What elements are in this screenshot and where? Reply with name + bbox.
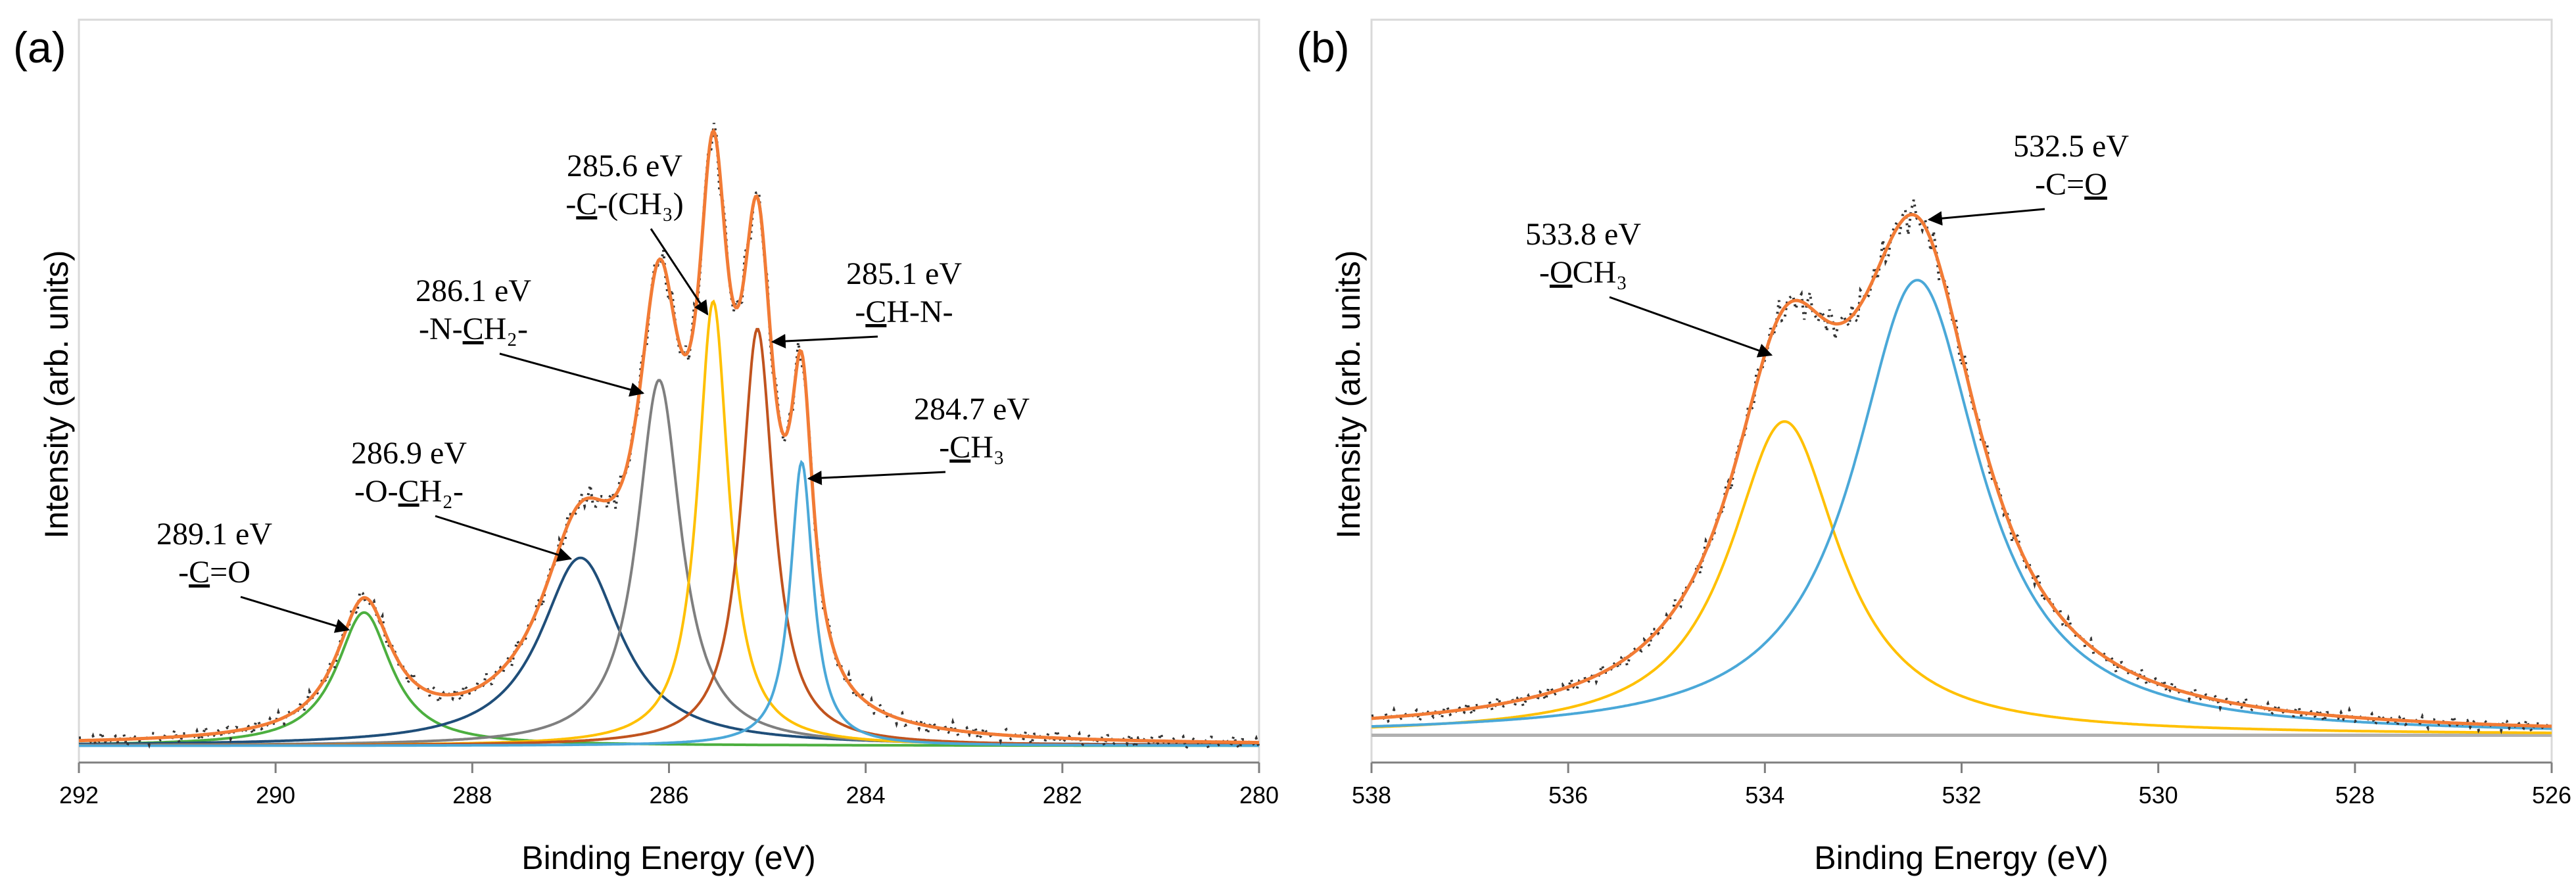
panel-a-envelope-fit <box>78 128 1259 745</box>
x-tick-label: 538 <box>1352 782 1391 809</box>
panel-a-x-ticks: 292 290 288 286 284 282 280 <box>59 763 1279 809</box>
annotation-group: -N-CH₂- <box>419 312 528 346</box>
peak-annotation: 285.6 eV -C-(CH₃) <box>565 149 709 316</box>
component-peak-ch3 <box>79 459 1259 747</box>
panel-b-x-ticks: 538 536 534 532 530 528 526 <box>1352 763 2571 809</box>
annotation-energy: 532.5 eV <box>2013 129 2129 164</box>
annotation-energy: 285.6 eV <box>567 149 682 183</box>
x-tick-label: 288 <box>452 782 492 809</box>
panel-a-c1s-chart: (a) 292 290 288 286 284 282 280 289.1 eV-C=O28… <box>13 18 1279 876</box>
component-peak-o-ch2 <box>79 556 1259 747</box>
x-tick-label: 528 <box>2335 782 2375 809</box>
panel-b-label: (b) <box>1297 23 1350 72</box>
x-tick-label: 530 <box>2139 782 2178 809</box>
x-tick-label: 536 <box>1548 782 1588 809</box>
annotation-group: -CH₃ <box>939 430 1004 465</box>
annotation-arrow <box>435 515 573 562</box>
panel-a-x-axis-title: Binding Energy (eV) <box>521 839 815 876</box>
annotation-arrow <box>807 471 946 486</box>
annotation-group: -C-(CH₃) <box>565 187 683 222</box>
x-tick-label: 290 <box>256 782 295 809</box>
annotation-energy: 285.1 eV <box>846 256 962 291</box>
annotation-group: -C=O <box>2035 167 2107 202</box>
annotation-group: -C=O <box>178 555 250 590</box>
annotation-arrow <box>240 596 350 633</box>
panel-a-plot-frame <box>78 18 1260 764</box>
annotation-energy: 533.8 eV <box>1525 217 1641 252</box>
panel-b-y-axis-title: Intensity (arb. units) <box>1330 250 1367 538</box>
annotation-arrow <box>1609 296 1773 358</box>
panel-a-label: (a) <box>13 23 66 72</box>
annotation-group: -O-CH₂- <box>354 474 464 509</box>
annotation-group: -CH-N- <box>855 294 953 329</box>
annotation-energy: 289.1 eV <box>156 517 272 552</box>
peak-annotation: 284.7 eV-CH₃ <box>807 392 1030 486</box>
annotation-energy: 284.7 eV <box>914 392 1030 427</box>
panel-b-measured-spectrum <box>1371 199 2553 735</box>
annotation-arrow <box>499 352 645 397</box>
peak-annotation: 289.1 eV-C=O <box>156 517 350 633</box>
component-peak-c-o <box>1371 279 2552 730</box>
x-tick-label: 526 <box>2532 782 2571 809</box>
panel-a-components <box>78 299 1259 747</box>
x-tick-label: 284 <box>846 782 886 809</box>
annotation-arrow <box>771 334 878 348</box>
x-tick-label: 286 <box>649 782 688 809</box>
peak-annotation: 286.1 eV -N-CH₂- <box>416 273 645 397</box>
x-tick-label: 532 <box>1942 782 1981 809</box>
peak-annotation: 533.8 eV-OCH₃ <box>1525 217 1773 358</box>
panel-b-annotations: 533.8 eV-OCH₃ 532.5 eV-C=O <box>1525 129 2129 358</box>
panel-b-x-axis-title: Binding Energy (eV) <box>1814 839 2108 876</box>
panel-a-y-axis-title: Intensity (arb. units) <box>38 250 75 538</box>
annotation-arrow <box>650 228 709 316</box>
x-tick-label: 292 <box>59 782 99 809</box>
annotation-arrow <box>1927 208 2045 226</box>
annotation-group: -OCH₃ <box>1539 255 1627 290</box>
x-tick-label: 280 <box>1239 782 1279 809</box>
peak-annotation: 532.5 eV-C=O <box>1927 129 2129 226</box>
component-peak-n-ch2 <box>79 379 1259 747</box>
panel-b-o1s-chart: (b) 538 536 534 532 530 528 526 533.8 eV-OCH₃5… <box>1297 18 2571 876</box>
peak-annotation: 285.1 eV-CH-N- <box>771 256 962 348</box>
x-tick-label: 534 <box>1745 782 1784 809</box>
annotation-energy: 286.9 eV <box>351 436 467 471</box>
x-tick-label: 282 <box>1043 782 1082 809</box>
annotation-energy: 286.1 eV <box>416 273 531 308</box>
peak-annotation: 286.9 eV-O-CH₂- <box>351 436 573 562</box>
component-peak-och3 <box>1371 420 2552 734</box>
panel-b-envelope-fit <box>1371 212 2552 728</box>
